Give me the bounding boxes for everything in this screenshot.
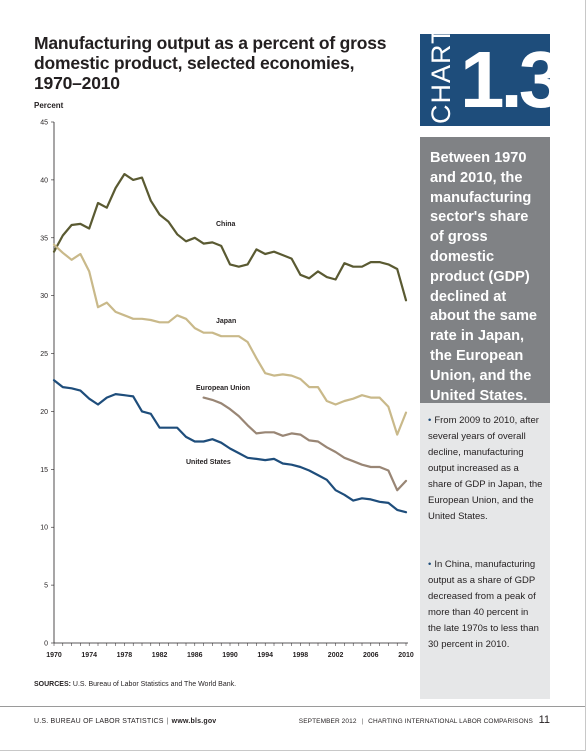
series-line-japan	[52, 243, 408, 436]
y-axis-label: Percent	[34, 101, 64, 110]
series-label: United States	[186, 459, 231, 466]
footer-separator: |	[166, 718, 169, 725]
series-label: European Union	[196, 385, 250, 392]
series-line-european-union	[202, 396, 408, 492]
footer-org: U.S. BUREAU OF LABOR STATISTICS	[34, 718, 164, 725]
chart-word: CHART	[426, 34, 456, 124]
x-tick-label: 2006	[363, 652, 379, 659]
x-tick-label: 1982	[152, 652, 168, 659]
footer-rule	[0, 706, 585, 707]
series-label: China	[216, 221, 236, 228]
footer-right: SEPTEMBER 2012 | CHARTING INTERNATIONAL …	[299, 718, 533, 725]
series-line-united-states	[52, 379, 408, 514]
y-tick-label: 30	[40, 293, 48, 300]
x-tick-label: 2002	[328, 652, 344, 659]
sources-text: U.S. Bureau of Labor Statistics and The …	[72, 681, 237, 688]
sidebar: Between 1970 and 2010, the manufacturing…	[420, 137, 550, 699]
chart-number: 1.3	[460, 35, 550, 124]
x-tick-label: 1978	[117, 652, 133, 659]
footer-url[interactable]: www.bls.gov	[171, 718, 217, 725]
callout-box: Between 1970 and 2010, the manufacturing…	[420, 137, 550, 404]
y-tick-label: 40	[40, 177, 48, 184]
x-tick-label: 2010	[398, 652, 414, 659]
callout-text: Between 1970 and 2010, the manufacturing…	[430, 150, 538, 404]
chart-number-box: CHART 1.3	[420, 34, 550, 126]
bullet-text: In China, manufacturing output as a shar…	[428, 559, 539, 650]
footer-separator: |	[361, 718, 364, 725]
footer-date: SEPTEMBER 2012	[298, 718, 357, 725]
bullet-text: From 2009 to 2010, after several years o…	[428, 415, 543, 522]
x-tick-label: 1994	[257, 652, 273, 659]
y-tick-label: 5	[44, 583, 48, 590]
sources-label: SOURCES:	[34, 681, 71, 688]
y-tick-label: 25	[40, 351, 48, 358]
y-tick-label: 35	[40, 235, 48, 242]
chart-title: Manufacturing output as a percent of gro…	[34, 33, 387, 93]
x-tick-label: 1986	[187, 652, 203, 659]
x-tick-label: 1990	[222, 652, 238, 659]
series-label: Japan	[216, 318, 236, 325]
y-tick-label: 20	[40, 409, 48, 416]
y-tick-label: 10	[40, 525, 48, 532]
y-tick-label: 45	[40, 120, 48, 127]
sources-note: SOURCES: U.S. Bureau of Labor Statistics…	[34, 681, 236, 688]
footer-publication: CHARTING INTERNATIONAL LABOR COMPARISONS	[368, 718, 533, 725]
page-number: 11	[538, 714, 550, 726]
x-tick-label: 1998	[293, 652, 309, 659]
y-tick-label: 0	[44, 641, 48, 648]
bullet-icon: •	[428, 415, 432, 426]
y-tick-label: 15	[40, 467, 48, 474]
bullet-item: • From 2009 to 2010, after several years …	[428, 413, 544, 525]
bullet-icon: •	[428, 559, 432, 570]
x-tick-label: 1970	[46, 652, 62, 659]
footer-left: U.S. BUREAU OF LABOR STATISTICS | www.bls.…	[34, 718, 216, 725]
series-line-china	[52, 173, 408, 302]
bullet-item: • In China, manufacturing output as a sha…	[428, 557, 544, 653]
x-tick-label: 1974	[81, 652, 97, 659]
